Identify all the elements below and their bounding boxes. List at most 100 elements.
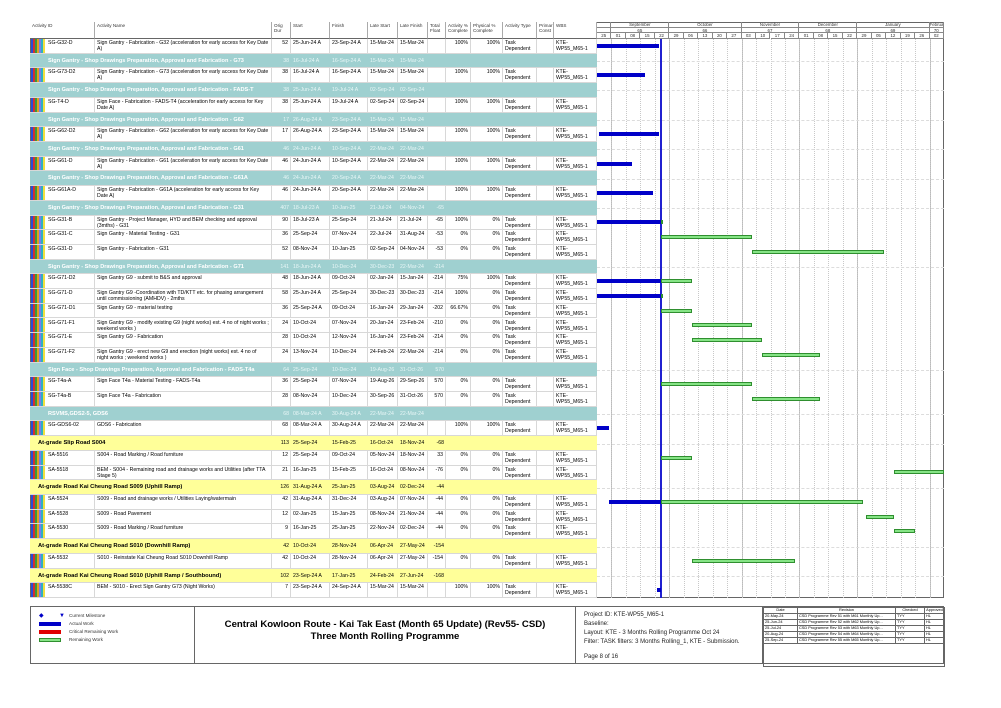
group-header-row[interactable]: Sign Gantry - Shop Drawings Preparation,… — [30, 200, 597, 216]
group-header-row[interactable]: At-grade Slip Road S004 113 25-Sep-24 15-Fe… — [30, 436, 597, 451]
table-row[interactable]: SG-G71-D Sign Gantry G9 -Coordination wit… — [30, 289, 597, 304]
table-row[interactable]: SG-G32-D Sign Gantry - Fabrication - G32 … — [30, 39, 597, 54]
cell-start: 25-Sep-24 — [291, 377, 330, 392]
actual-work-bar[interactable] — [597, 293, 662, 298]
table-row[interactable]: SA-5530 S009 - Road Marking / Road furnit… — [30, 524, 597, 540]
group-header-row[interactable]: Sign Gantry - Shop Drawings Preparation,… — [30, 83, 597, 98]
table-row[interactable]: SG-T4-D Sign Face - Fabrication - FADS-T4… — [30, 97, 597, 113]
table-row[interactable]: SG-GDS6-02 GDS6 - Fabrication 68 08-Mar-24 … — [30, 421, 597, 437]
group-header-row[interactable]: Sign Face - Shop Drawings Preparation, A… — [30, 362, 597, 378]
table-row[interactable]: SG-G31-D Sign Gantry - Fabrication - G31 5… — [30, 244, 597, 260]
remaining-work-bar[interactable] — [661, 499, 864, 504]
column-header-id[interactable]: Activity ID — [30, 22, 95, 39]
group-header-row[interactable]: At-grade Road Kai Cheung Road S010 (Uphi… — [30, 568, 597, 584]
cell-start: 08-Nov-24 — [291, 392, 330, 406]
group-header-row[interactable]: Sign Gantry - Shop Drawings Preparation,… — [30, 259, 597, 275]
table-row[interactable]: SG-G71-F1 Sign Gantry G9 - modify existin… — [30, 318, 597, 334]
cell-pc — [537, 274, 554, 289]
group-header-row[interactable]: Sign Gantry - Shop Drawings Preparation,… — [30, 141, 597, 157]
column-header-apc[interactable]: Activity % Complete — [446, 22, 471, 39]
cell-apc: 75% — [446, 274, 471, 289]
group-lfinish: 27-Jun-24 — [400, 572, 424, 579]
column-header-name[interactable]: Activity Name — [95, 22, 272, 39]
cell-lstart: 05-Nov-24 — [368, 450, 398, 465]
table-row[interactable]: SG-T4a-A Sign Face T4a - Material Testing… — [30, 377, 597, 393]
remaining-work-bar[interactable] — [692, 338, 763, 343]
actual-work-bar[interactable] — [597, 73, 645, 78]
group-header-row[interactable]: Sign Gantry - Shop Drawings Preparation,… — [30, 171, 597, 187]
group-header-row[interactable]: At-grade Road Kai Cheung Road S010 (Down… — [30, 539, 597, 554]
table-row[interactable]: SG-G31-C Sign Gantry - Material Testing -… — [30, 230, 597, 245]
cell-lfinish: 22-Mar-24 — [398, 421, 428, 436]
group-name: At-grade Road Kai Cheung Road S010 (Down… — [38, 543, 191, 550]
group-header-row[interactable]: At-grade Road Kai Cheung Road S009 (Uphi… — [30, 480, 597, 496]
cell-finish: 10-Sep-24 A — [330, 156, 368, 171]
remaining-work-bar[interactable] — [661, 455, 692, 460]
actual-work-bar[interactable] — [609, 499, 662, 504]
remaining-work-bar[interactable] — [894, 470, 944, 475]
table-row[interactable]: SA-5524 S009 - Road and drainage works / … — [30, 495, 597, 510]
table-row[interactable]: SG-G71-D2 Sign Gantry G9 - submit to B&S … — [30, 274, 597, 290]
group-header-row[interactable]: Sign Gantry - Shop Drawings Preparation,… — [30, 53, 597, 69]
cell-name: Sign Face T4a - Material Testing - FADS-… — [95, 377, 272, 392]
column-header-dur[interactable]: Orig Dur — [272, 22, 291, 39]
group-lfinish: 31-Oct-26 — [400, 366, 424, 373]
table-row[interactable]: SG-G73-D2 Sign Gantry - Fabrication - G73… — [30, 68, 597, 84]
table-row[interactable]: SG-G31-B Sign Gantry - Project Manager, H… — [30, 215, 597, 231]
remaining-work-bar[interactable] — [661, 220, 664, 225]
table-row[interactable]: SG-T4a-B Sign Face T4a - Fabrication 28 08-… — [30, 392, 597, 407]
remaining-work-bar[interactable] — [692, 323, 752, 328]
column-header-tf[interactable]: Total Float — [428, 22, 446, 39]
column-header-wbs[interactable]: WBS — [554, 22, 597, 39]
group-finish: 30-Aug-24 A — [332, 410, 361, 417]
table-row[interactable]: SG-G71-D1 Sign Gantry G9 - material testi… — [30, 303, 597, 319]
cell-ppc: 100% — [471, 274, 503, 289]
remaining-work-bar[interactable] — [661, 382, 752, 387]
column-header-pc[interactable]: Primar Const — [537, 22, 554, 39]
remaining-work-bar[interactable] — [661, 293, 664, 298]
cell-lstart: 15-Mar-24 — [368, 68, 398, 83]
table-row[interactable]: SA-5518 BEM - S004 - Remaining road and d… — [30, 465, 597, 481]
remaining-work-bar[interactable] — [751, 249, 885, 254]
table-row[interactable]: SA-5528 S009 - Road Pavement 12 02-Jan-25 15… — [30, 509, 597, 525]
week-header: 12 — [886, 33, 901, 39]
remaining-work-bar[interactable] — [661, 308, 692, 313]
week-gridline — [698, 39, 700, 598]
column-header-finish[interactable]: Finish — [330, 22, 368, 39]
group-header-row[interactable]: Sign Gantry - Shop Drawings Preparation,… — [30, 112, 597, 128]
column-header-start[interactable]: Start — [291, 22, 330, 39]
column-header-ppc[interactable]: Physical % Complete — [471, 22, 503, 39]
month-header: October — [669, 22, 742, 28]
column-header-type[interactable]: Activity Type — [503, 22, 537, 39]
table-row[interactable]: SG-G71-F2 Sign Gantry G9 - erect new G9 a… — [30, 347, 597, 363]
page-number: Page 8 of 16 — [584, 654, 619, 660]
actual-work-bar[interactable] — [597, 190, 653, 195]
actual-work-bar[interactable] — [597, 279, 662, 284]
remaining-work-bar[interactable] — [661, 235, 752, 240]
table-row[interactable]: SA-5532 S010 - Reinstate Kai Cheung Road … — [30, 553, 597, 569]
table-row[interactable]: SA-5538C BEM - S010 - Erect Sign Gantry G… — [30, 583, 597, 598]
cell-lstart: 30-Dec-23 — [368, 289, 398, 303]
table-row[interactable]: SA-5516 S004 - Road Marking / Road furnit… — [30, 450, 597, 466]
remaining-work-bar[interactable] — [661, 279, 692, 284]
remaining-work-bar[interactable] — [762, 352, 821, 357]
remaining-work-bar[interactable] — [692, 558, 796, 563]
table-row[interactable]: SG-G61A-D Sign Gantry - Fabrication - G61… — [30, 186, 597, 201]
actual-work-bar[interactable] — [597, 43, 659, 48]
column-header-lfinish[interactable]: Late Finish — [398, 22, 428, 39]
actual-work-bar[interactable] — [597, 220, 662, 225]
table-row[interactable]: SG-G71-E Sign Gantry G9 - Fabrication 28 10… — [30, 333, 597, 348]
cell-start: 31-Aug-24 A — [291, 495, 330, 509]
actual-work-bar[interactable] — [597, 161, 633, 166]
column-header-lstart[interactable]: Late Start — [368, 22, 398, 39]
actual-work-bar[interactable] — [599, 132, 659, 137]
table-row[interactable]: SG-G61-D Sign Gantry - Fabrication - G61 … — [30, 156, 597, 172]
actual-work-bar[interactable] — [597, 426, 610, 431]
table-row[interactable]: SG-G62-D2 Sign Gantry - Fabrication - G62… — [30, 127, 597, 142]
actual-work-bar[interactable] — [656, 588, 662, 593]
group-header-row[interactable]: RSVMS,GDS2-5, GDS6 68 08-Mar-24 A 30-Aug-24… — [30, 406, 597, 422]
cell-lstart: 22-Jul-24 — [368, 230, 398, 244]
remaining-work-bar[interactable] — [865, 514, 895, 519]
remaining-work-bar[interactable] — [894, 529, 916, 534]
remaining-work-bar[interactable] — [751, 396, 821, 401]
